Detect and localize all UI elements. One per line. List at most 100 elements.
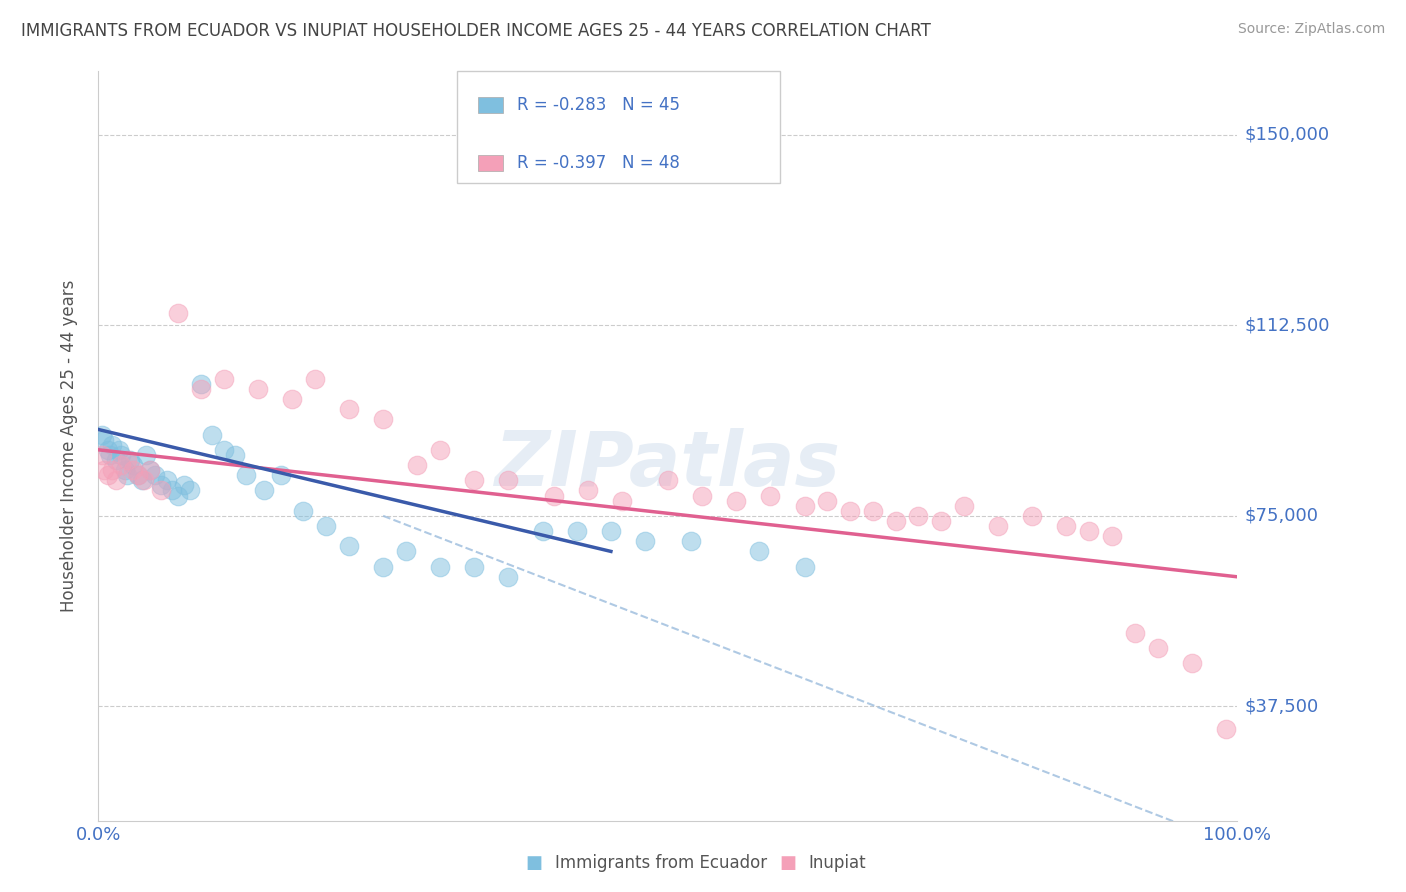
Text: Source: ZipAtlas.com: Source: ZipAtlas.com	[1237, 22, 1385, 37]
Text: Inupiat: Inupiat	[808, 855, 866, 872]
Point	[679, 534, 702, 549]
Point	[1215, 722, 1237, 736]
Point	[748, 544, 770, 558]
Point	[120, 453, 142, 467]
Point	[98, 448, 121, 462]
Point	[131, 473, 153, 487]
Point	[1078, 524, 1101, 538]
Point	[315, 519, 337, 533]
Point	[1123, 625, 1146, 640]
Point	[429, 442, 451, 457]
Point	[96, 468, 118, 483]
Point	[406, 458, 429, 472]
Point	[1181, 656, 1204, 670]
Point	[252, 483, 274, 498]
Point	[93, 433, 115, 447]
Point	[212, 442, 235, 457]
Point	[201, 427, 224, 442]
Point	[463, 559, 485, 574]
Point	[600, 524, 623, 538]
Point	[167, 306, 190, 320]
Point	[173, 478, 195, 492]
Point	[884, 514, 907, 528]
Point	[138, 463, 160, 477]
Point	[793, 499, 815, 513]
Point	[115, 468, 138, 483]
Point	[576, 483, 599, 498]
Text: $75,000: $75,000	[1244, 507, 1319, 524]
Point	[162, 483, 184, 498]
Text: $150,000: $150,000	[1244, 126, 1329, 144]
Point	[101, 463, 124, 477]
Point	[1021, 508, 1043, 523]
Point	[114, 463, 136, 477]
Point	[907, 508, 929, 523]
Point	[953, 499, 976, 513]
Point	[463, 473, 485, 487]
Point	[498, 570, 520, 584]
Point	[371, 412, 394, 426]
Point	[337, 539, 360, 553]
Point	[1056, 519, 1078, 533]
Point	[127, 468, 149, 483]
Point	[634, 534, 657, 549]
Point	[96, 442, 118, 457]
Point	[235, 468, 257, 483]
Point	[150, 483, 173, 498]
Point	[104, 453, 127, 467]
Point	[565, 524, 588, 538]
Point	[104, 473, 127, 487]
Point	[121, 458, 143, 472]
Point	[793, 559, 815, 574]
Text: R = -0.283   N = 45: R = -0.283 N = 45	[517, 96, 681, 114]
Point	[110, 448, 132, 462]
Text: ■: ■	[526, 855, 543, 872]
Point	[531, 524, 554, 538]
Point	[108, 442, 131, 457]
Point	[212, 372, 235, 386]
Point	[612, 493, 634, 508]
Point	[690, 489, 713, 503]
Text: R = -0.397   N = 48: R = -0.397 N = 48	[517, 154, 681, 172]
Y-axis label: Householder Income Ages 25 - 44 years: Householder Income Ages 25 - 44 years	[59, 280, 77, 612]
Point	[543, 489, 565, 503]
Point	[145, 468, 167, 483]
Point	[929, 514, 952, 528]
Point	[135, 448, 157, 462]
Point	[1101, 529, 1123, 543]
Point	[167, 489, 190, 503]
Point	[224, 448, 246, 462]
Text: IMMIGRANTS FROM ECUADOR VS INUPIAT HOUSEHOLDER INCOME AGES 25 - 44 YEARS CORRELA: IMMIGRANTS FROM ECUADOR VS INUPIAT HOUSE…	[21, 22, 931, 40]
Point	[987, 519, 1010, 533]
Point	[101, 438, 124, 452]
Point	[121, 463, 143, 477]
Point	[839, 504, 862, 518]
Point	[127, 468, 149, 483]
Point	[138, 463, 160, 477]
Point	[246, 382, 269, 396]
Point	[815, 493, 838, 508]
Point	[395, 544, 418, 558]
Point	[304, 372, 326, 386]
Point	[156, 473, 179, 487]
Point	[725, 493, 748, 508]
Point	[93, 463, 115, 477]
Text: ■: ■	[779, 855, 796, 872]
Point	[337, 402, 360, 417]
Point	[90, 427, 112, 442]
Point	[429, 559, 451, 574]
Point	[292, 504, 315, 518]
Point	[657, 473, 679, 487]
Point	[179, 483, 201, 498]
Point	[862, 504, 884, 518]
Point	[110, 458, 132, 472]
Point	[190, 382, 212, 396]
Text: Immigrants from Ecuador: Immigrants from Ecuador	[555, 855, 768, 872]
Point	[150, 478, 173, 492]
Point	[498, 473, 520, 487]
Text: ZIPatlas: ZIPatlas	[495, 428, 841, 502]
Point	[281, 392, 304, 406]
Text: $112,500: $112,500	[1244, 317, 1330, 334]
Point	[371, 559, 394, 574]
Point	[1146, 640, 1168, 655]
